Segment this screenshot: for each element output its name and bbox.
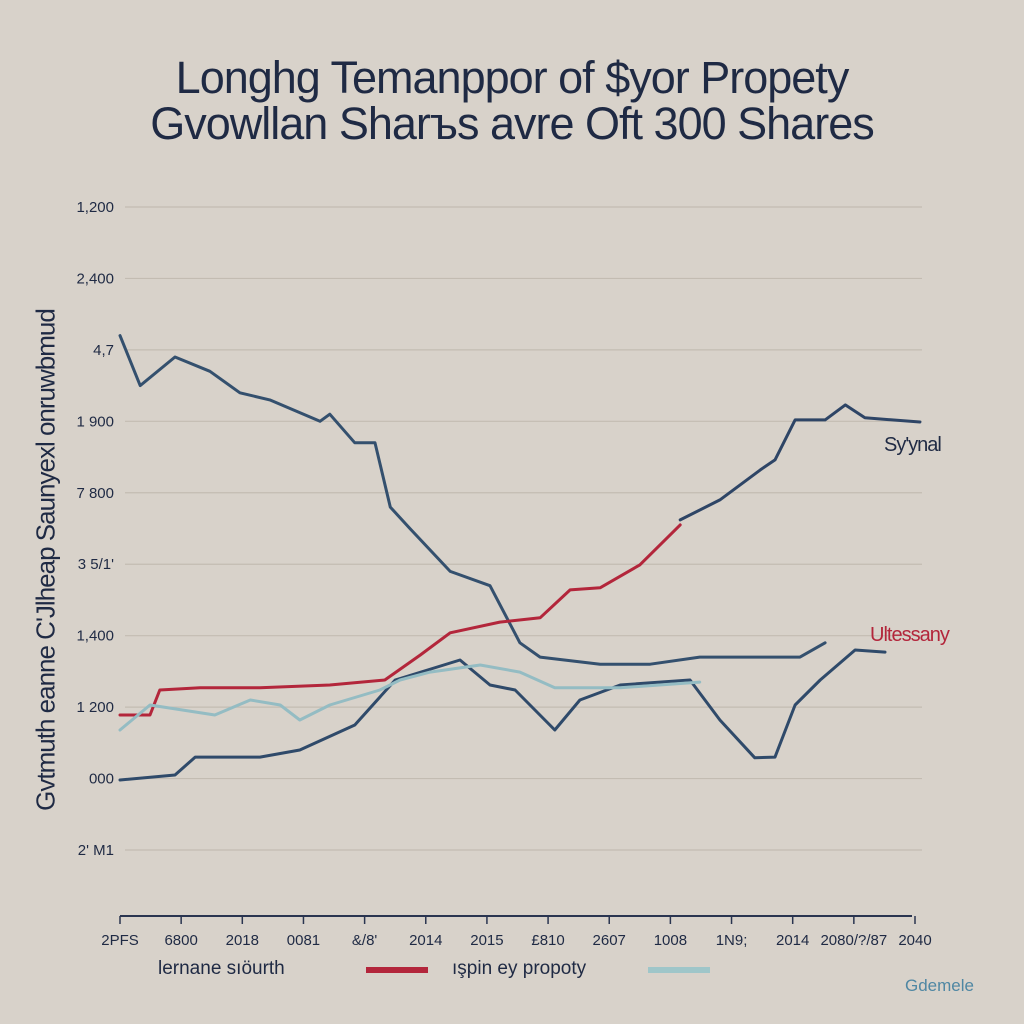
series-line-2	[118, 648, 887, 782]
legend-swatch-teal	[648, 967, 710, 973]
series-line-1	[118, 334, 827, 666]
x-tick-label: 1008	[654, 932, 687, 949]
x-tick-label: 2080/?/87	[820, 932, 887, 949]
x-tick-label: 6800	[164, 932, 197, 949]
x-tick-label: 2018	[226, 932, 259, 949]
x-tick-label: 2PFS	[101, 932, 139, 949]
y-tick-label: 2' M1	[78, 842, 114, 859]
legend-swatch-red	[366, 967, 428, 973]
x-tick-label: 2040	[898, 932, 931, 949]
x-tick-label: 0081	[287, 932, 320, 949]
x-tick-label: 2607	[593, 932, 626, 949]
y-tick-label: 2,400	[76, 270, 114, 287]
annotation-ultessany: Ultessany	[870, 624, 950, 646]
x-tick-label: 2015	[470, 932, 503, 949]
y-tick-label: 7 800	[76, 485, 114, 502]
chart-title-line-2: Gvowllan Sharъs avre Oft 300 Shares	[150, 98, 874, 149]
series-line-5	[118, 663, 702, 732]
y-tick-label: 1 200	[76, 699, 114, 716]
y-tick-label: 3 5/1'	[78, 556, 114, 573]
x-tick-label: 2014	[409, 932, 442, 949]
x-tick-label: &/8'	[352, 932, 378, 949]
x-tick-label: £810	[531, 932, 564, 949]
x-tick-label: 2014	[776, 932, 809, 949]
y-tick-label: 1 900	[76, 413, 114, 430]
series-line-3	[118, 523, 682, 717]
legend-label-1: lernane sıöurth	[158, 958, 285, 979]
watermark-logo: Gdemele	[905, 976, 974, 995]
y-tick-label: 1,200	[76, 199, 114, 216]
series-line-4	[678, 403, 922, 522]
chart-title-line-1: Longhg Temanppor of $yor Propety	[175, 52, 850, 103]
x-tick-label: 1N9;	[716, 932, 748, 949]
annotation-signal: Sy'ynal	[884, 434, 942, 456]
y-tick-label: 1,400	[76, 628, 114, 645]
legend-label-2: ışpin ey propoty	[452, 958, 587, 979]
y-tick-label: 000	[89, 771, 114, 788]
y-tick-label: 4,7	[93, 342, 114, 359]
